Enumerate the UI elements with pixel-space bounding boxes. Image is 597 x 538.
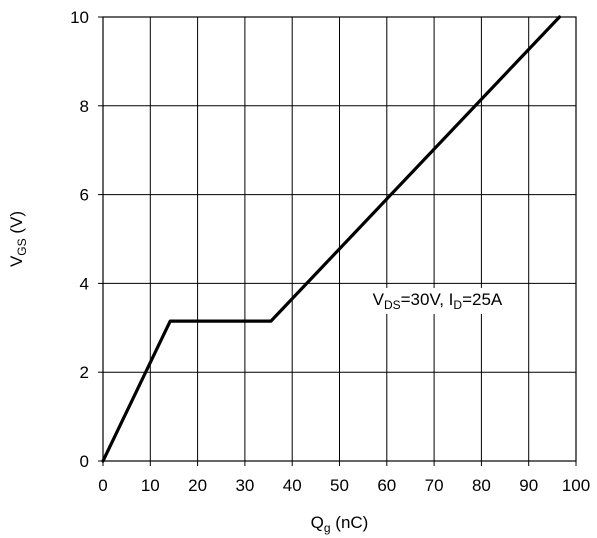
- y-axis-label: VGS (V): [7, 211, 29, 267]
- series-layer: [103, 17, 559, 461]
- annotation: VDS=30V, ID=25A: [369, 288, 507, 314]
- x-tick-label: 10: [141, 476, 160, 495]
- x-tick-label: 0: [98, 476, 107, 495]
- x-tick-label: 20: [188, 476, 207, 495]
- y-tick-label: 6: [80, 186, 89, 205]
- y-tick-label: 8: [80, 97, 89, 116]
- x-tick-label: 60: [377, 476, 396, 495]
- y-tick-label: 0: [80, 452, 89, 471]
- x-tick-label: 70: [425, 476, 444, 495]
- x-tick-label: 90: [519, 476, 538, 495]
- x-tick-label: 80: [472, 476, 491, 495]
- y-tick-label: 10: [70, 8, 89, 27]
- x-tick-label: 40: [283, 476, 302, 495]
- x-axis-label: Qg (nC): [311, 513, 369, 535]
- x-tick-label: 50: [330, 476, 349, 495]
- grid: [103, 17, 576, 461]
- y-tick-label: 2: [80, 363, 89, 382]
- series-line: [103, 17, 559, 461]
- y-tick-label: 4: [80, 274, 89, 293]
- tick-labels: 0 10 20 30 40 50 60 70 80 90 100 0 2 4 6 8 10: [70, 8, 590, 495]
- x-tick-label: 100: [562, 476, 590, 495]
- x-tick-label: 30: [235, 476, 254, 495]
